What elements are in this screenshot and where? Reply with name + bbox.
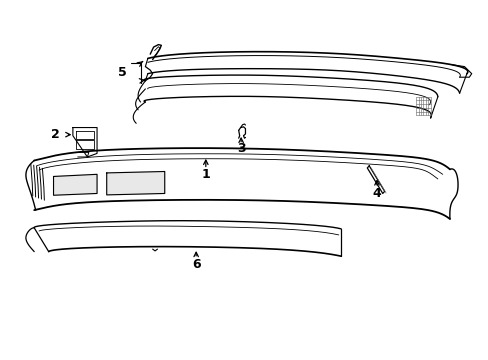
Text: 3: 3	[236, 142, 245, 155]
Text: 4: 4	[372, 187, 381, 200]
Text: 2: 2	[51, 128, 59, 141]
Text: 6: 6	[191, 258, 200, 271]
Polygon shape	[106, 171, 164, 195]
Polygon shape	[53, 174, 97, 195]
Text: 1: 1	[201, 168, 210, 181]
Text: 5: 5	[118, 67, 127, 80]
